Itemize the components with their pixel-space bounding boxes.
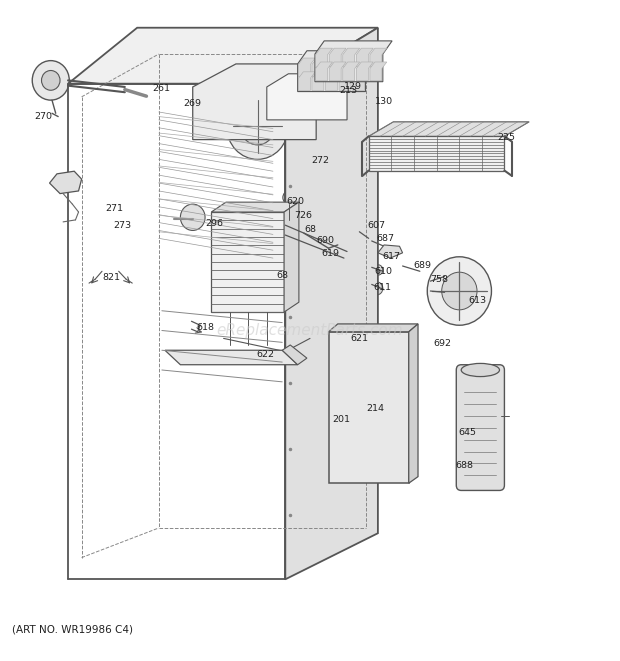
Text: 611: 611	[373, 283, 391, 292]
Circle shape	[283, 191, 295, 204]
Text: 613: 613	[468, 296, 486, 305]
FancyBboxPatch shape	[330, 434, 405, 444]
Polygon shape	[329, 332, 409, 483]
Text: 821: 821	[102, 274, 120, 282]
Circle shape	[32, 61, 69, 100]
Text: 296: 296	[205, 219, 223, 228]
Polygon shape	[329, 324, 418, 332]
Text: 68: 68	[304, 225, 316, 233]
Text: 607: 607	[368, 221, 386, 229]
Ellipse shape	[461, 364, 500, 377]
Polygon shape	[353, 72, 370, 91]
Circle shape	[180, 204, 205, 231]
FancyBboxPatch shape	[330, 419, 405, 430]
Text: 645: 645	[458, 428, 476, 437]
Polygon shape	[343, 48, 360, 67]
Text: 692: 692	[433, 338, 451, 348]
Text: 269: 269	[184, 99, 202, 108]
Text: 758: 758	[430, 275, 448, 284]
Circle shape	[241, 108, 275, 145]
Polygon shape	[369, 122, 529, 136]
Text: 273: 273	[113, 221, 132, 229]
Circle shape	[321, 247, 343, 270]
Polygon shape	[284, 202, 299, 312]
Text: 271: 271	[105, 204, 123, 214]
Polygon shape	[369, 136, 505, 171]
Polygon shape	[68, 28, 378, 84]
Text: 618: 618	[197, 323, 215, 332]
Circle shape	[227, 94, 288, 159]
Polygon shape	[370, 62, 387, 81]
Polygon shape	[356, 62, 373, 81]
Polygon shape	[329, 62, 346, 81]
Text: 688: 688	[455, 461, 473, 470]
Polygon shape	[211, 212, 284, 312]
Polygon shape	[329, 48, 346, 67]
FancyBboxPatch shape	[456, 365, 505, 490]
Polygon shape	[356, 48, 373, 67]
Polygon shape	[353, 58, 370, 77]
Text: 68: 68	[277, 272, 289, 280]
Polygon shape	[50, 171, 82, 194]
FancyBboxPatch shape	[330, 463, 405, 473]
Circle shape	[358, 229, 370, 243]
Text: 689: 689	[414, 262, 432, 270]
Text: 201: 201	[332, 415, 350, 424]
Polygon shape	[326, 58, 342, 77]
Polygon shape	[326, 72, 342, 91]
Polygon shape	[409, 324, 418, 483]
Text: 619: 619	[321, 249, 339, 258]
Circle shape	[373, 264, 383, 275]
Polygon shape	[267, 74, 372, 120]
Text: 610: 610	[375, 267, 393, 276]
Polygon shape	[312, 72, 329, 91]
Polygon shape	[339, 58, 356, 77]
Polygon shape	[312, 58, 329, 77]
Circle shape	[338, 364, 375, 403]
Circle shape	[371, 282, 383, 295]
Polygon shape	[298, 58, 315, 77]
Text: 622: 622	[256, 350, 274, 360]
Text: 620: 620	[286, 197, 304, 206]
Polygon shape	[285, 28, 378, 579]
Text: 726: 726	[294, 211, 312, 220]
Text: 225: 225	[497, 133, 515, 142]
Text: 130: 130	[375, 97, 393, 106]
Polygon shape	[316, 48, 332, 67]
Text: 690: 690	[316, 236, 334, 245]
Text: 272: 272	[311, 156, 329, 165]
FancyBboxPatch shape	[330, 405, 405, 415]
Circle shape	[427, 256, 492, 325]
Text: 687: 687	[376, 234, 394, 243]
Polygon shape	[343, 62, 360, 81]
Polygon shape	[298, 72, 315, 91]
Polygon shape	[165, 350, 298, 365]
Circle shape	[441, 272, 477, 310]
Text: (ART NO. WR19986 C4): (ART NO. WR19986 C4)	[12, 625, 133, 635]
Text: 270: 270	[34, 112, 52, 121]
Polygon shape	[316, 62, 332, 81]
Polygon shape	[211, 202, 299, 212]
Text: eReplacementParts.com: eReplacementParts.com	[216, 323, 404, 338]
Polygon shape	[193, 64, 366, 139]
Polygon shape	[298, 51, 375, 92]
Circle shape	[58, 174, 73, 190]
Text: 617: 617	[382, 253, 401, 261]
Text: 621: 621	[350, 334, 368, 343]
Polygon shape	[370, 48, 387, 67]
Polygon shape	[315, 41, 392, 82]
FancyBboxPatch shape	[330, 448, 405, 459]
Circle shape	[328, 324, 348, 345]
Text: 261: 261	[153, 84, 171, 93]
Polygon shape	[378, 245, 402, 258]
Polygon shape	[282, 345, 307, 365]
Text: 129: 129	[344, 83, 362, 91]
Circle shape	[290, 212, 300, 223]
Text: 213: 213	[340, 86, 358, 95]
Text: 214: 214	[367, 404, 385, 412]
Polygon shape	[339, 72, 356, 91]
Circle shape	[42, 71, 60, 91]
